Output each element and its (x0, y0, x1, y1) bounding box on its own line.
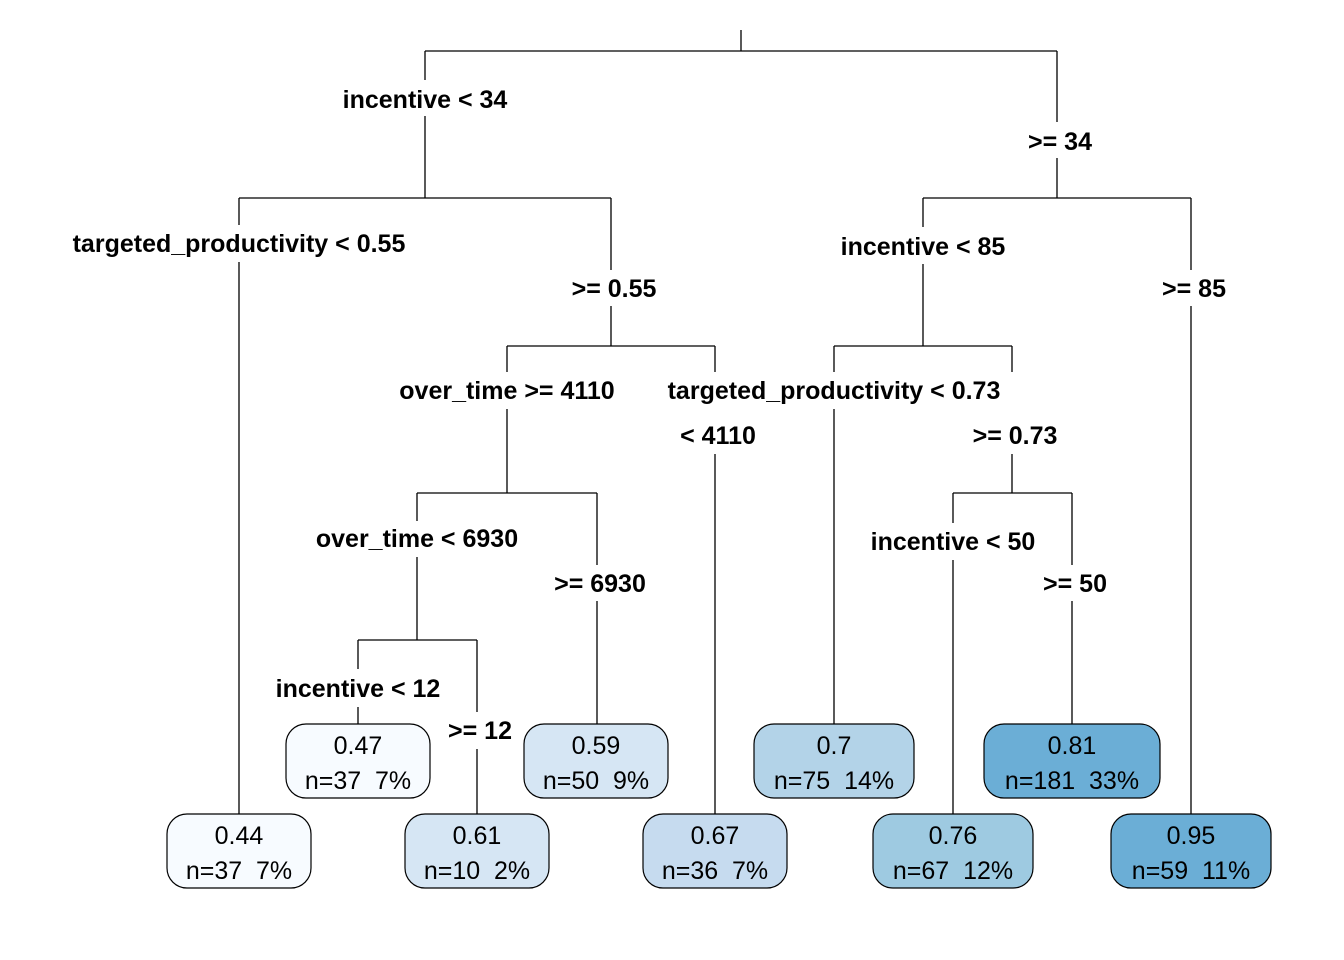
leaf-node-061: 0.61 n=10 2% (404, 813, 550, 889)
edge-inc12 (357, 639, 478, 815)
split-label-incentive-ge-85: >= 85 (1162, 275, 1226, 303)
leaf-node-047: 0.47 n=37 7% (285, 723, 431, 799)
split-label-overtime-lt-6930: over_time < 6930 (316, 525, 518, 553)
edge-inc85 (922, 197, 1192, 815)
leaf-stats-076: n=67 12% (893, 857, 1013, 885)
leaf-stats-059: n=50 9% (543, 767, 649, 795)
leaf-value-059: 0.59 (572, 732, 621, 760)
leaf-stats-067: n=36 7% (662, 857, 768, 885)
edge-ot6930 (416, 492, 598, 725)
leaf-nodes: 0.44 n=37 7% 0.47 n=37 7% 0.61 n=10 2% 0… (166, 723, 1272, 889)
leaf-stats-081: n=181 33% (1005, 767, 1139, 795)
leaf-stats-061: n=10 2% (424, 857, 530, 885)
leaf-value-044: 0.44 (215, 822, 264, 850)
leaf-node-059: 0.59 n=50 9% (523, 723, 669, 799)
tree-edges (238, 30, 1192, 815)
leaf-value-081: 0.81 (1048, 732, 1097, 760)
leaf-value-047: 0.47 (334, 732, 383, 760)
leaf-node-067: 0.67 n=36 7% (642, 813, 788, 889)
leaf-box-059 (523, 723, 669, 799)
leaf-box-076 (872, 813, 1034, 889)
split-labels: incentive < 34 >= 34 targeted_productivi… (73, 86, 1226, 745)
leaf-value-067: 0.67 (691, 822, 740, 850)
split-label-incentive-lt-12: incentive < 12 (276, 675, 441, 703)
leaf-node-081: 0.81 n=181 33% (983, 723, 1161, 799)
leaf-node-095: 0.95 n=59 11% (1110, 813, 1272, 889)
split-label-incentive-lt-85: incentive < 85 (841, 233, 1006, 261)
split-label-overtime-ge-4110: over_time >= 4110 (399, 377, 614, 405)
leaf-stats-047: n=37 7% (305, 767, 411, 795)
edge-tp073 (833, 345, 1013, 725)
leaf-node-076: 0.76 n=67 12% (872, 813, 1034, 889)
leaf-box-067 (642, 813, 788, 889)
leaf-box-047 (285, 723, 431, 799)
leaf-stats-07: n=75 14% (774, 767, 894, 795)
leaf-stats-044: n=37 7% (186, 857, 292, 885)
leaf-node-044: 0.44 n=37 7% (166, 813, 312, 889)
edge-inc50 (952, 492, 1073, 815)
split-label-incentive-lt-34: incentive < 34 (343, 86, 508, 114)
split-label-tp-ge-073: >= 0.73 (973, 422, 1058, 450)
leaf-box-095 (1110, 813, 1272, 889)
leaf-stats-095: n=59 11% (1132, 857, 1250, 885)
leaf-box-061 (404, 813, 550, 889)
split-label-tp-ge-055: >= 0.55 (572, 275, 657, 303)
leaf-value-061: 0.61 (453, 822, 502, 850)
leaf-box-081 (983, 723, 1161, 799)
edge-ot4110 (506, 345, 716, 815)
leaf-value-095: 0.95 (1167, 822, 1216, 850)
split-label-incentive-ge-12: >= 12 (448, 717, 512, 745)
split-label-overtime-lt-4110: < 4110 (680, 422, 756, 450)
edge-root (425, 30, 1057, 52)
split-label-incentive-ge-50: >= 50 (1043, 570, 1107, 598)
leaf-node-07: 0.7 n=75 14% (753, 723, 915, 799)
leaf-box-07 (753, 723, 915, 799)
split-label-tp-lt-055: targeted_productivity < 0.55 (73, 230, 406, 258)
leaf-value-07: 0.7 (817, 732, 852, 760)
split-label-overtime-ge-6930: >= 6930 (554, 570, 646, 598)
split-label-tp-lt-073: targeted_productivity < 0.73 (668, 377, 1001, 405)
leaf-box-044 (166, 813, 312, 889)
leaf-value-076: 0.76 (929, 822, 978, 850)
split-label-incentive-ge-34: >= 34 (1028, 128, 1092, 156)
edge-tp055 (238, 197, 612, 815)
split-label-incentive-lt-50: incentive < 50 (871, 528, 1036, 556)
